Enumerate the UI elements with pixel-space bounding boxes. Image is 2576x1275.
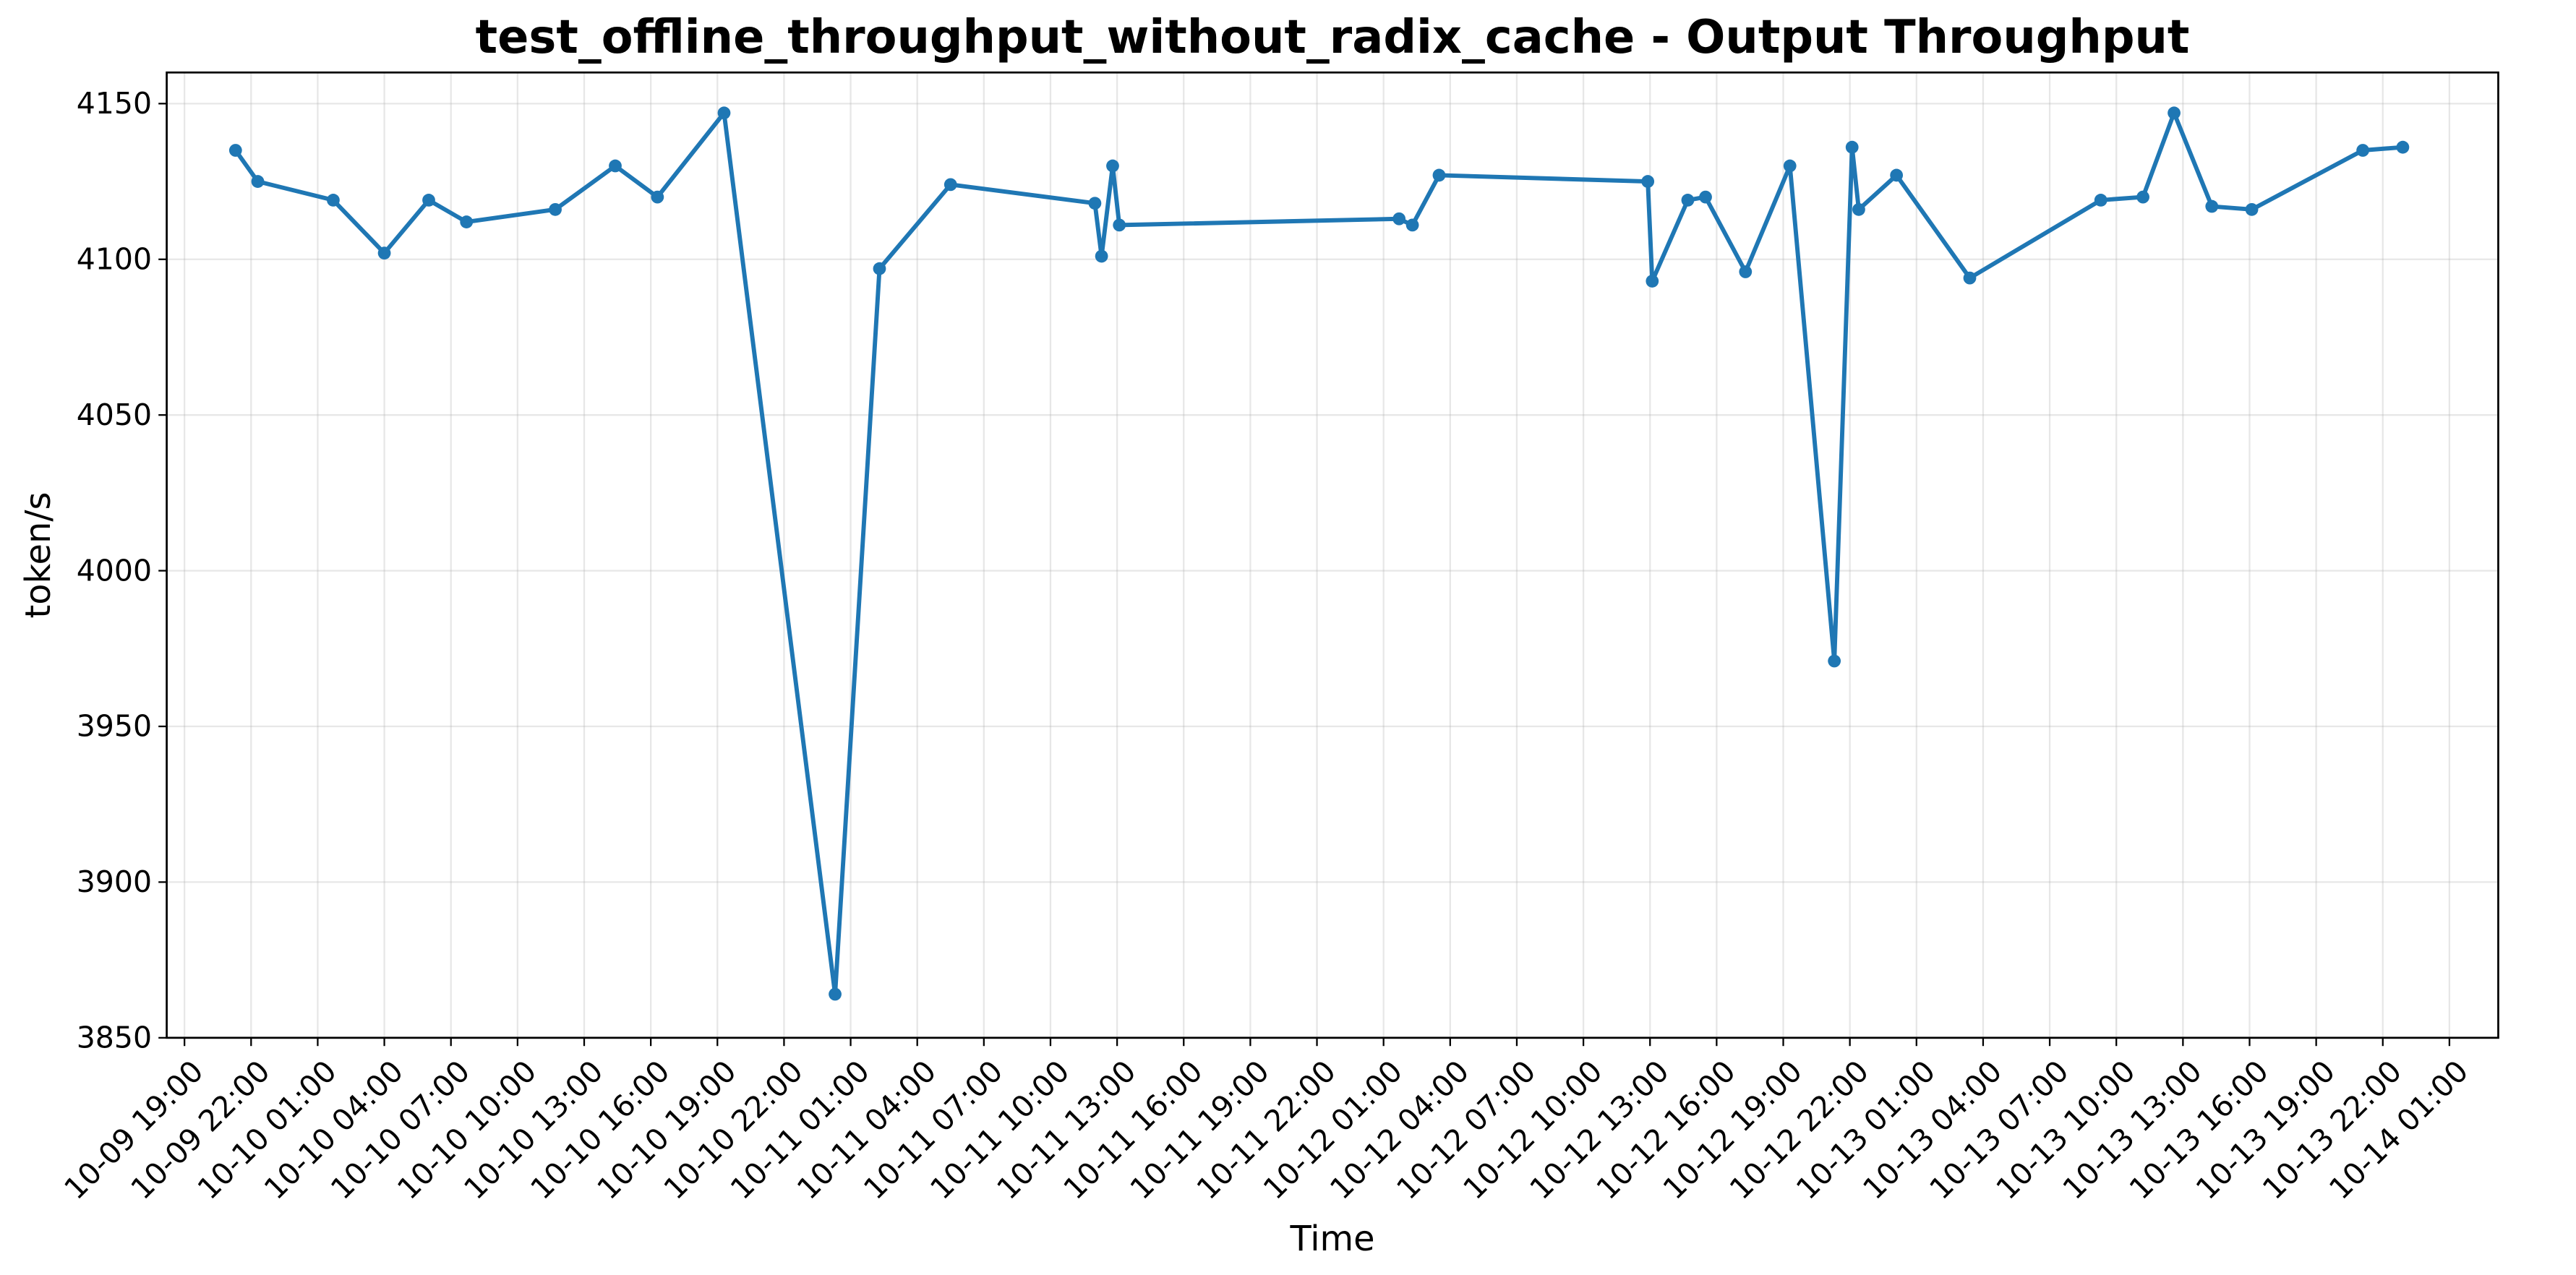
data-point — [1681, 194, 1695, 207]
data-point — [651, 190, 664, 204]
y-axis-ticks: 3850 3900 3950 4000 4050 4100 4150 — [77, 86, 167, 1055]
axes-frame — [166, 71, 2499, 1039]
data-point — [1088, 197, 1102, 210]
data-point — [943, 178, 957, 192]
y-axis-label: token/s — [19, 492, 59, 619]
data-point — [609, 159, 622, 173]
data-point — [2396, 140, 2410, 154]
data-point — [1828, 654, 1841, 668]
data-point — [1890, 168, 1904, 182]
data-point — [549, 202, 562, 216]
data-point — [717, 106, 731, 120]
data-point — [1852, 202, 1865, 216]
data-point — [2094, 194, 2108, 207]
series-line-layer — [228, 106, 2410, 1001]
data-point — [1739, 265, 1753, 278]
x-axis-label: Time — [1289, 1219, 1374, 1259]
data-point — [327, 194, 340, 207]
data-point — [2136, 190, 2149, 204]
y-tick-label: 4100 — [77, 241, 152, 276]
data-point — [1113, 218, 1126, 232]
chart-title: test_offline_throughput_without_radix_ca… — [476, 11, 2190, 64]
data-point — [228, 144, 242, 157]
data-point — [1845, 140, 1859, 154]
data-point — [377, 246, 391, 260]
data-point — [2245, 202, 2259, 216]
data-point — [2356, 144, 2370, 157]
y-tick-label: 3900 — [77, 864, 152, 899]
data-point — [2205, 199, 2219, 213]
data-point — [1106, 159, 1119, 173]
data-point — [1646, 275, 1659, 288]
data-point — [422, 194, 435, 207]
y-tick-label: 4150 — [77, 86, 152, 121]
data-point — [251, 175, 265, 188]
data-point — [829, 987, 842, 1001]
data-point — [873, 262, 886, 275]
y-tick-label: 4050 — [77, 398, 152, 432]
data-point — [1699, 190, 1712, 204]
data-point — [1783, 159, 1797, 173]
data-point — [460, 215, 474, 228]
data-point — [1392, 212, 1406, 226]
y-tick-label: 3850 — [77, 1020, 152, 1055]
data-point — [1095, 249, 1108, 263]
data-point — [1405, 218, 1419, 232]
series-line — [233, 111, 2405, 997]
y-tick-label: 3950 — [77, 709, 152, 744]
data-point — [1432, 168, 1446, 182]
y-tick-label: 4000 — [77, 553, 152, 588]
data-point — [1963, 271, 1977, 285]
data-point — [2168, 106, 2181, 120]
data-point — [1641, 175, 1655, 188]
